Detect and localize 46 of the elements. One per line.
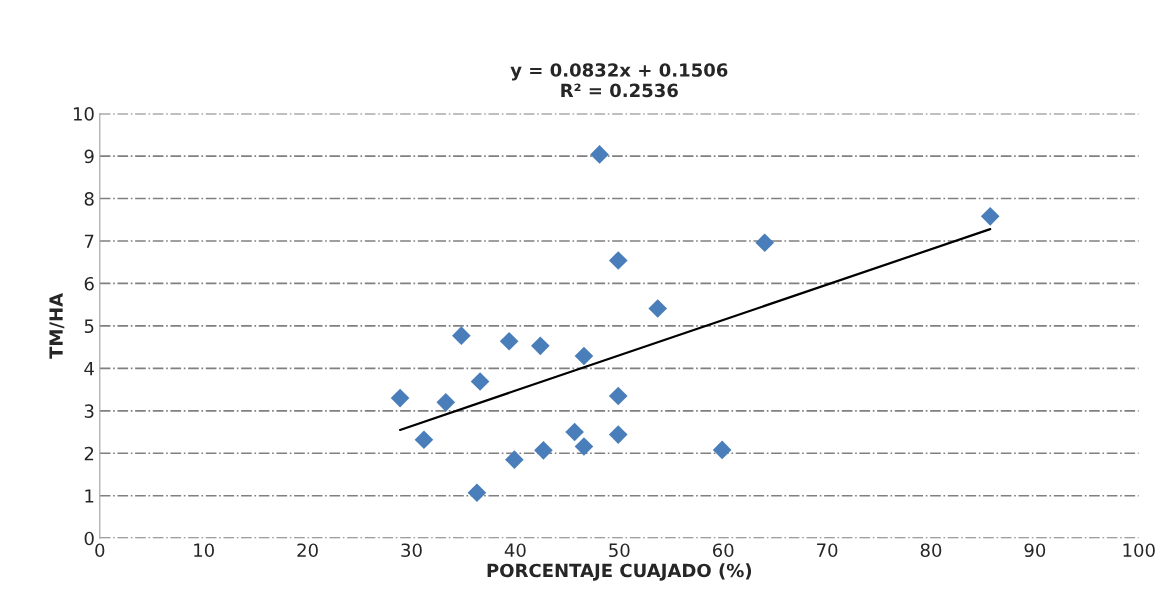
point bbox=[755, 233, 775, 253]
point bbox=[712, 440, 732, 460]
y-axis-title: TM/HA bbox=[49, 293, 65, 359]
point bbox=[499, 331, 519, 351]
point bbox=[648, 299, 668, 318]
chart-title: y = 0.0832x + 0.1506 R² = 0.2536 bbox=[510, 63, 728, 98]
y-tick-label: 1 bbox=[85, 489, 94, 503]
point bbox=[414, 430, 434, 450]
point bbox=[470, 372, 490, 391]
y-tick-label: 4 bbox=[84, 362, 94, 376]
y-tick-label: 8 bbox=[84, 192, 94, 206]
y-tick-label: 7 bbox=[84, 234, 94, 248]
x-tick-label: 20 bbox=[297, 543, 318, 558]
point bbox=[980, 207, 1000, 226]
y-tick-label: 0 bbox=[84, 531, 94, 546]
y-tick-label: 9 bbox=[84, 149, 94, 164]
point bbox=[608, 251, 628, 270]
x-tick-label: 80 bbox=[920, 543, 942, 558]
point bbox=[574, 346, 594, 366]
x-tick-label: 50 bbox=[609, 543, 630, 558]
y-tick-label: 2 bbox=[84, 446, 94, 461]
x-tick-label: 30 bbox=[401, 543, 422, 558]
point bbox=[608, 425, 628, 444]
y-tick-label: 5 bbox=[84, 319, 94, 334]
point bbox=[590, 145, 609, 164]
x-tick-label: 90 bbox=[1024, 543, 1046, 558]
point bbox=[452, 326, 471, 345]
x-tick-label: 60 bbox=[712, 543, 734, 558]
x-tick-label: 70 bbox=[817, 543, 838, 558]
point bbox=[467, 483, 487, 503]
x-tick-label: 40 bbox=[504, 543, 526, 558]
point bbox=[574, 437, 594, 456]
point bbox=[565, 422, 584, 442]
x-tick-label: 0 bbox=[95, 543, 105, 558]
y-tick-label: 6 bbox=[84, 276, 94, 291]
x-axis-title: PORCENTAJE CUAJADO (%) bbox=[487, 563, 752, 581]
point bbox=[534, 441, 553, 460]
point bbox=[505, 450, 524, 469]
point bbox=[436, 393, 456, 412]
x-tick-label: 10 bbox=[194, 543, 214, 558]
point bbox=[608, 386, 628, 406]
y-tick-label: 3 bbox=[84, 404, 94, 418]
y-tick-label: 10 bbox=[73, 107, 94, 121]
point bbox=[390, 388, 410, 408]
x-tick-label: 100 bbox=[1123, 543, 1155, 558]
point bbox=[531, 336, 550, 356]
